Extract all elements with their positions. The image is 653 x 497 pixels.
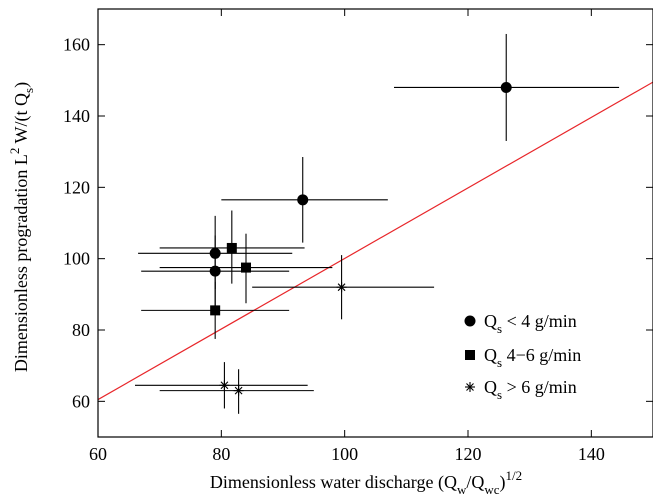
series-2: [135, 255, 435, 414]
data-point-circle: [297, 194, 309, 206]
data-point-circle: [500, 81, 512, 93]
y-tick-label: 140: [63, 106, 90, 126]
x-tick-label: 60: [89, 444, 107, 464]
plot-frame: [97, 8, 653, 438]
legend-label-low: Qs < 4 g/min: [484, 311, 577, 336]
series-1: [141, 210, 333, 339]
legend: Qs < 4 g/min Qs 4−6 g/min Qs > 6 g/min: [464, 311, 581, 402]
legend-square-marker: [465, 350, 475, 360]
x-tick-label: 140: [578, 444, 605, 464]
legend-star-marker: [465, 382, 475, 392]
plot-content: [98, 33, 653, 414]
legend-item-mid: Qs 4−6 g/min: [465, 345, 581, 370]
x-tick-label: 120: [455, 444, 482, 464]
x-tick-label: 80: [212, 444, 230, 464]
legend-label-high: Qs > 6 g/min: [484, 377, 577, 402]
legend-star-glyph: [465, 382, 475, 392]
data-point-star-stroke: [234, 386, 243, 395]
y-tick-label: 120: [63, 177, 90, 197]
data-point-square: [241, 262, 251, 273]
legend-circle-marker: [464, 315, 476, 327]
x-tick-label: 100: [331, 444, 358, 464]
data-point-square: [226, 242, 237, 253]
data-point-square: [210, 305, 221, 316]
data-point-star: [219, 380, 230, 391]
x-axis-label: Dimensionless water discharge (Qw/Qwc)1/…: [210, 468, 522, 497]
legend-item-low: Qs < 4 g/min: [464, 311, 577, 336]
legend-item-high: Qs > 6 g/min: [465, 377, 577, 402]
legend-label-mid: Qs 4−6 g/min: [484, 345, 581, 370]
y-tick-label: 80: [72, 320, 90, 340]
fit-line: [98, 81, 653, 401]
y-axis-label: Dimensionless progradation L2 W/(t Qs): [7, 82, 36, 372]
data-point-star-stroke: [337, 283, 346, 292]
data-point-star: [336, 282, 347, 293]
legend-star-glyph-stroke: [466, 383, 474, 391]
data-point-star: [233, 385, 244, 396]
data-point-circle: [209, 265, 221, 277]
axis-ticks: 60 80 100 120 140 60 80 100 120 140 160: [63, 9, 653, 464]
y-tick-label: 100: [63, 249, 90, 269]
series-0: [138, 33, 620, 311]
y-tick-label: 60: [72, 391, 90, 411]
data-point-star-stroke: [220, 381, 229, 390]
y-tick-label: 160: [63, 35, 90, 55]
